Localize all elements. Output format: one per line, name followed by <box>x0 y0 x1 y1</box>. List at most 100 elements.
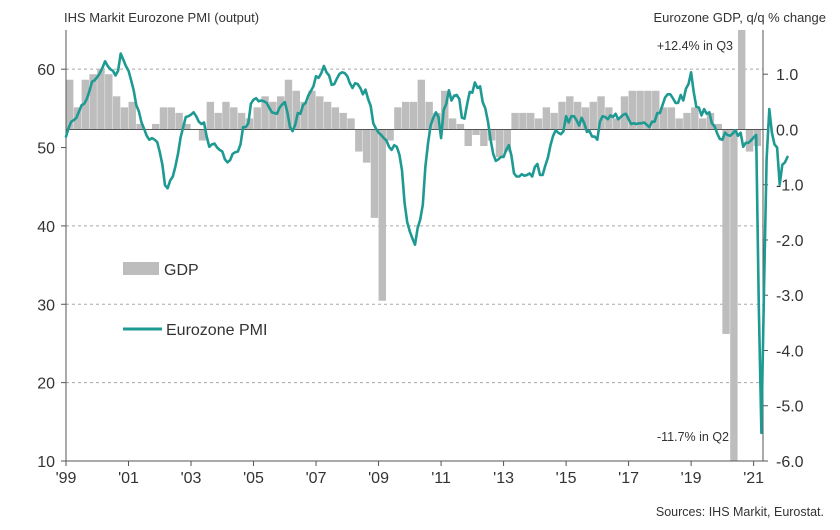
pmi-line <box>64 52 789 435</box>
gdp-bar <box>737 30 746 130</box>
gdp-bar <box>347 118 355 130</box>
gdp-bar <box>519 112 527 130</box>
gdp-bar <box>378 129 386 301</box>
gdp-bar <box>316 96 324 130</box>
gdp-bar <box>214 112 222 130</box>
left-tick-label: 30 <box>37 297 55 314</box>
gdp-bar <box>425 101 433 130</box>
gdp-bar <box>581 107 590 130</box>
x-tick-label: '21 <box>743 470 764 487</box>
legend-pmi-label: Eurozone PMI <box>166 322 267 339</box>
gdp-bar <box>323 101 332 130</box>
gdp-bar <box>222 101 230 130</box>
x-tick-label: '09 <box>368 470 389 487</box>
x-tick-label: '05 <box>243 470 264 487</box>
annotation-q2: -11.7% in Q2 <box>657 430 729 444</box>
gdp-bar <box>175 112 183 130</box>
gdp-bar <box>480 129 488 147</box>
left-axis-title: IHS Markit Eurozone PMI (output) <box>64 10 259 25</box>
gdp-bar <box>589 101 597 130</box>
gdp-bar <box>722 129 730 334</box>
gdp-bar <box>81 79 90 130</box>
gdp-bar <box>206 101 215 130</box>
gdp-bar <box>628 90 637 130</box>
right-tick-label: -1.0 <box>776 178 804 195</box>
gdp-bar <box>97 68 105 130</box>
gdp-bar <box>151 123 160 130</box>
gdp-bar <box>566 96 574 130</box>
gdp-bar <box>394 107 402 130</box>
gdp-bar <box>667 107 676 130</box>
gdp-bar <box>386 129 394 141</box>
gdp-bar <box>128 101 136 130</box>
x-tick-label: '01 <box>118 470 139 487</box>
gdp-bar <box>503 129 511 152</box>
x-tick-label: '13 <box>493 470 514 487</box>
gdp-bar <box>495 129 504 158</box>
gdp-bar <box>448 118 457 130</box>
gdp-bar <box>105 74 113 130</box>
gdp-bar <box>292 90 301 130</box>
gdp-bar <box>542 107 551 130</box>
x-tick-label: '99 <box>56 470 77 487</box>
gdp-bar <box>691 107 699 130</box>
left-tick-label: 40 <box>37 219 55 236</box>
gdp-bar <box>284 79 293 130</box>
gdp-bar <box>269 101 277 130</box>
annotation-q3: +12.4% in Q3 <box>657 39 733 53</box>
gdp-bar <box>644 90 652 130</box>
gdp-bar <box>612 118 621 130</box>
gdp-bar <box>339 112 347 130</box>
gdp-bar <box>620 96 629 130</box>
left-tick-label: 20 <box>37 376 55 393</box>
gdp-bar <box>136 123 144 130</box>
gdp-bar <box>558 101 566 130</box>
gdp-bar <box>675 118 683 130</box>
gdp-bar <box>261 96 269 130</box>
right-tick-label: 0.0 <box>776 122 798 139</box>
gdp-bar <box>636 90 644 130</box>
gdp-bar <box>167 107 175 130</box>
gdp-bar <box>659 107 668 130</box>
gdp-bar <box>355 129 363 152</box>
x-tick-label: '19 <box>681 470 702 487</box>
legend-gdp-swatch <box>123 262 159 275</box>
source-note: Sources: IHS Markit, Eurostat. <box>656 505 824 519</box>
gdp-bar <box>472 129 480 135</box>
gdp-bar <box>253 107 261 130</box>
gdp-bar <box>159 107 168 130</box>
x-tick-label: '11 <box>431 470 451 487</box>
gdp-bar <box>511 112 519 130</box>
gdp-bar <box>308 90 316 130</box>
gdp-bar <box>300 101 308 130</box>
right-tick-label: -2.0 <box>776 233 804 250</box>
right-tick-label: -6.0 <box>776 454 804 471</box>
gdp-bar <box>550 112 558 130</box>
gdp-bar <box>456 123 465 130</box>
gdp-bar <box>683 112 691 130</box>
right-tick-label: -5.0 <box>776 399 804 416</box>
gdp-bar <box>230 107 238 130</box>
gdp-bar <box>370 129 379 218</box>
gdp-bar <box>331 107 340 130</box>
left-tick-label: 60 <box>37 62 55 79</box>
gdp-bar <box>487 129 496 141</box>
gdp-bar <box>401 101 410 130</box>
gdp-bar <box>66 79 74 130</box>
right-tick-label: 1.0 <box>776 67 798 84</box>
gdp-bar <box>652 90 660 130</box>
right-axis-title: Eurozone GDP, q/q % change <box>654 10 827 25</box>
gdp-bar <box>714 123 722 130</box>
gdp-bar <box>409 101 418 130</box>
gdp-bar <box>276 96 285 130</box>
gdp-bar <box>597 96 605 130</box>
gdp-bar <box>433 112 441 130</box>
legend-gdp-label: GDP <box>164 262 199 279</box>
gdp-bar <box>417 79 426 130</box>
right-tick-label: -3.0 <box>776 288 804 305</box>
x-tick-label: '15 <box>556 470 577 487</box>
x-tick-label: '07 <box>306 470 327 487</box>
left-tick-label: 50 <box>37 141 55 158</box>
